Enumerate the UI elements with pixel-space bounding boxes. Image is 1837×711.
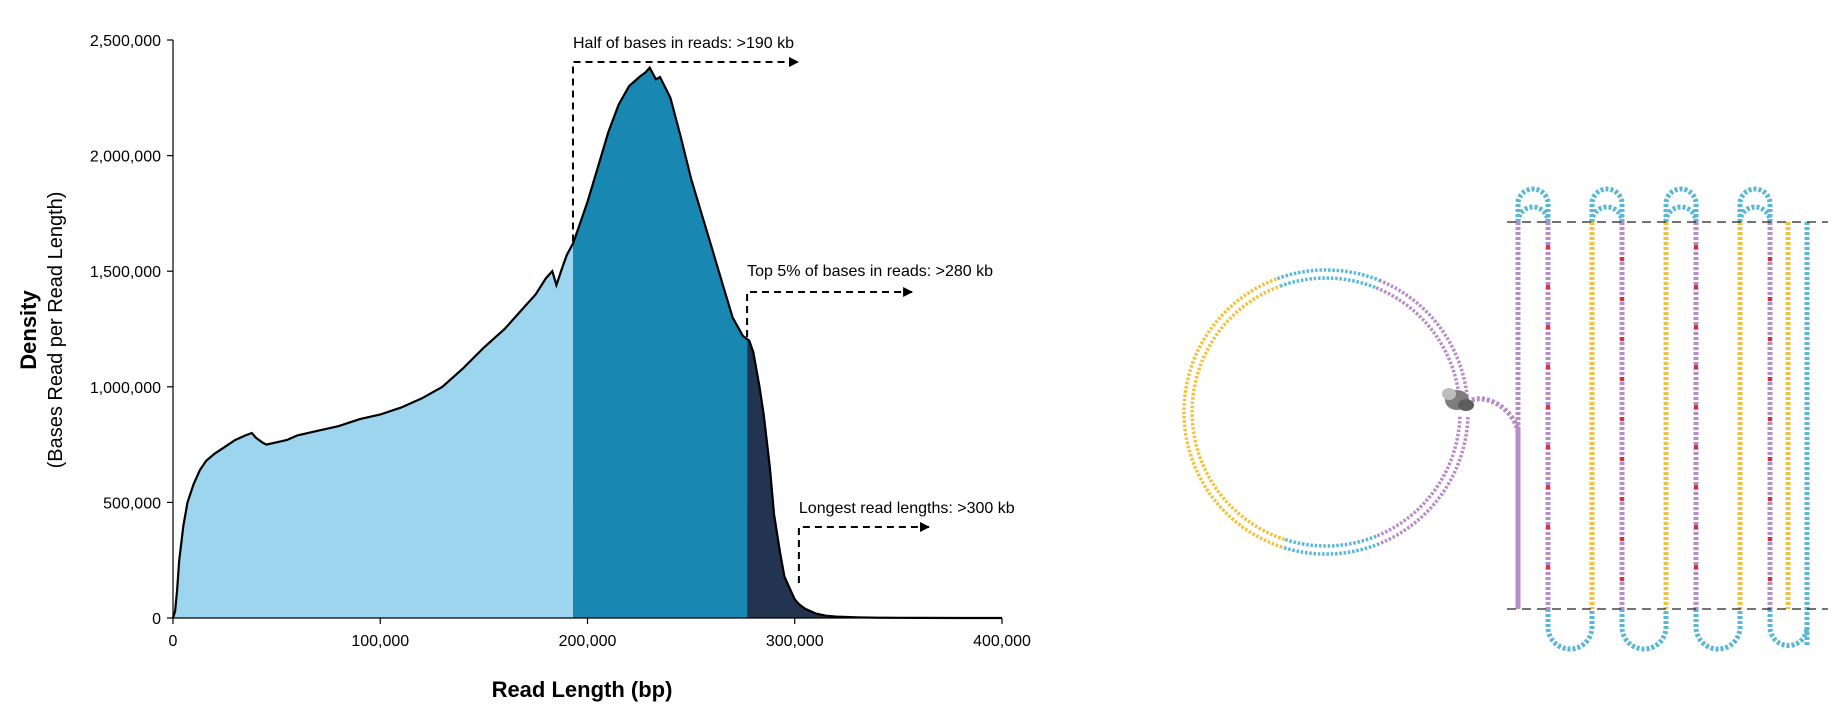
strand-mark-red (1768, 297, 1772, 301)
strand-hairpin-top (1515, 204, 1551, 223)
y-axis-title: Density (16, 290, 41, 370)
x-tick-label: 200,000 (559, 633, 617, 650)
strand-hairpin-top (1589, 204, 1625, 223)
strand-mark-red (1620, 497, 1624, 501)
circle-segment-purple-bottom (1375, 416, 1462, 538)
strand-mark-red (1694, 365, 1698, 369)
y-tick-label: 500,000 (103, 495, 161, 512)
density-outline (171, 65, 1002, 620)
strand-mark-red (1768, 537, 1772, 541)
read-length-chart: 0 500,000 1,000,000 1,500,000 2,000,000 2,500… (16, 33, 1031, 702)
circle-segment-purple-top (1375, 286, 1462, 408)
strand-mark-red (1768, 457, 1772, 461)
strand-final-loop (1767, 609, 1810, 648)
x-tick-label: 0 (169, 633, 178, 650)
x-tick-label: 400,000 (973, 633, 1031, 650)
circle-segment-yellow (1182, 276, 1283, 549)
annotations: Half of bases in reads: >190 kb Top 5% of… (571, 35, 1015, 583)
annotation-label: Half of bases in reads: >190 kb (573, 35, 794, 52)
area-bands (173, 67, 1002, 618)
strand-mark-red (1694, 245, 1698, 249)
strand-mark-red (1694, 525, 1698, 529)
annotation-arrow (797, 522, 930, 583)
strand-hairpin-top-loop (1589, 186, 1625, 222)
area-band-2 (572, 67, 748, 618)
strand-mark-red (1694, 285, 1698, 289)
circle-segment-blue-bottom (1281, 542, 1380, 556)
y-tick-label: 1,000,000 (90, 380, 161, 397)
circular-dna-diagram (1182, 186, 1828, 652)
strand-mark-red (1694, 325, 1698, 329)
circle-segment-blue-top (1276, 268, 1380, 282)
area-band-1 (173, 243, 573, 618)
strand-mark-red (1768, 497, 1772, 501)
strand-hairpin-top-loop (1663, 186, 1699, 222)
strand-mark-red (1768, 337, 1772, 341)
strand-mark-red (1546, 445, 1550, 449)
strand-mark-red (1620, 417, 1624, 421)
strand-hairpin-top (1663, 204, 1699, 223)
y-axis-subtitle: (Bases Read per Read Length) (45, 192, 67, 469)
strand-hairpin-top-loop (1737, 186, 1773, 222)
strand-mark-red (1768, 257, 1772, 261)
annotation-arrow (746, 287, 914, 338)
circle-segment-blue-bottom (1284, 534, 1377, 548)
strand-mark-red (1620, 257, 1624, 261)
y-ticks: 0 500,000 1,000,000 1,500,000 2,000,000 2,500… (90, 33, 173, 628)
strand-hairpin-bottom (1693, 609, 1743, 652)
area-band-3 (747, 339, 1002, 618)
strand-hairpin-bottom (1545, 609, 1595, 652)
strand-mark-red (1620, 457, 1624, 461)
strand-mark-red (1768, 377, 1772, 381)
strand-mark-red (1546, 285, 1550, 289)
strand-mark-red (1694, 405, 1698, 409)
strand-mark-red (1546, 565, 1550, 569)
circle-segment-blue-top (1279, 276, 1377, 290)
strand-mark-red (1694, 445, 1698, 449)
strand-mark-red (1694, 485, 1698, 489)
annotation-arrow (571, 57, 799, 242)
dna-circle (1182, 268, 1470, 556)
strand-mark-red (1546, 525, 1550, 529)
strand-mark-red (1546, 485, 1550, 489)
strand-mark-red (1546, 245, 1550, 249)
x-tick-label: 100,000 (351, 633, 409, 650)
strand-mark-red (1620, 337, 1624, 341)
strand-mark-red (1546, 325, 1550, 329)
y-tick-label: 1,500,000 (90, 264, 161, 281)
circle-segment-purple-bottom (1378, 416, 1470, 546)
x-ticks: 0 100,000 200,000 300,000 400,000 (169, 618, 1031, 650)
strand-mark-red (1620, 537, 1624, 541)
strand-mark-red (1620, 577, 1624, 581)
strand-hairpin-bottom (1619, 609, 1669, 652)
strand-mark-red (1546, 365, 1550, 369)
strand-mark-red (1546, 405, 1550, 409)
annotation-label: Longest read lengths: >300 kb (799, 500, 1015, 517)
strand-mark-red (1768, 577, 1772, 581)
x-axis-title: Read Length (bp) (492, 677, 673, 702)
strand-mark-red (1620, 377, 1624, 381)
strand-mark-red (1768, 417, 1772, 421)
y-tick-label: 2,500,000 (90, 33, 161, 50)
polymerase (1442, 388, 1474, 411)
circle-segment-yellow (1190, 284, 1286, 542)
strand-entry (1471, 396, 1521, 609)
circle-segment-purple-top (1378, 278, 1470, 408)
strand-hairpin-top-loop (1515, 186, 1551, 222)
annotation-label: Top 5% of bases in reads: >280 kb (747, 263, 993, 280)
unrolled-strand (1471, 186, 1810, 652)
strand-mark-red (1694, 565, 1698, 569)
x-tick-label: 300,000 (766, 633, 824, 650)
y-tick-label: 2,000,000 (90, 149, 161, 166)
strand-hairpin-top (1737, 204, 1773, 223)
y-tick-label: 0 (152, 611, 161, 628)
strand-mark-red (1620, 297, 1624, 301)
